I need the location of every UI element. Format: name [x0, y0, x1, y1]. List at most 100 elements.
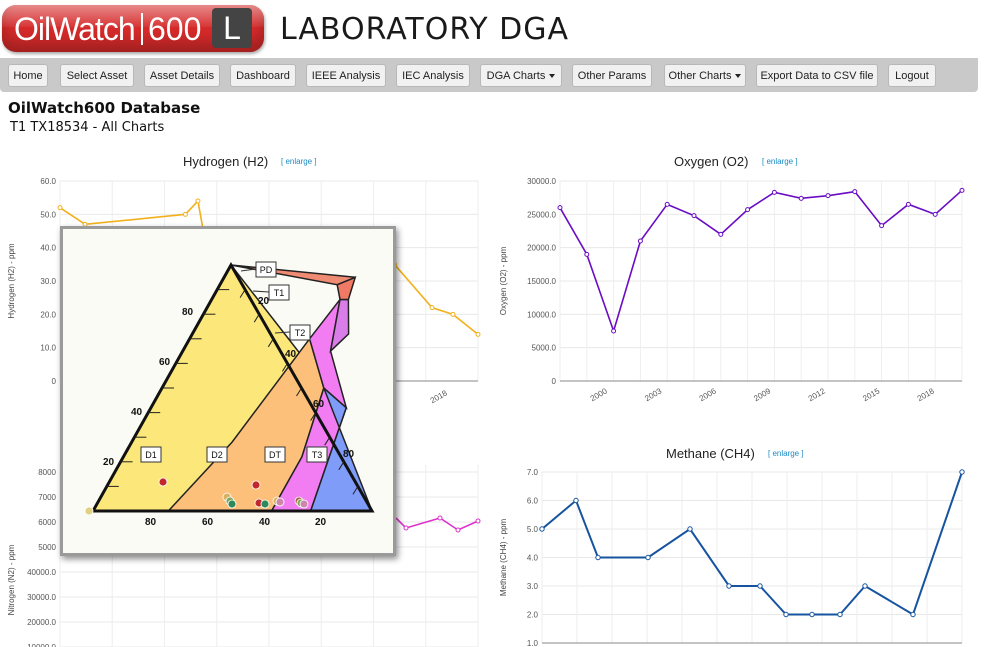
y-axis-label: Oxygen (O2) - ppm [499, 246, 508, 315]
oxygen-point [932, 211, 938, 217]
duval-triangle-popup[interactable]: 80 60 40 20 20 40 60 80 80 60 40 20 PD T1 T2 D1 D2 DT T3 [60, 226, 396, 556]
oxygen-point [611, 328, 617, 334]
t1-leader [252, 290, 270, 293]
x-tick-label: 2018 [429, 388, 449, 405]
y-tick-label: 2.0 [527, 611, 539, 620]
hydrogen-point [475, 331, 481, 337]
oxygen-point [664, 201, 670, 207]
y-tick-label: 30.0 [40, 277, 56, 286]
y-tick-label: 0 [552, 377, 557, 386]
methane-point [910, 611, 916, 618]
y-tick-label: 4.0 [527, 554, 539, 563]
right-tick [296, 387, 302, 397]
select-asset-button[interactable]: Select Asset [60, 64, 134, 87]
dashboard-button[interactable]: Dashboard [230, 64, 296, 87]
caret-down-icon [735, 73, 742, 78]
oxygen-point [798, 195, 804, 201]
logo-separator [141, 13, 143, 45]
oxygen-point [852, 189, 858, 195]
logo-number: 600 [148, 11, 202, 47]
oxygen-chart: 30000.0 25000.0 20000.0 15000.0 10000.0 5000.… [499, 177, 965, 403]
y-tick-label: 60.0 [40, 177, 56, 186]
hydrogen-point [429, 305, 435, 311]
right-tick [267, 338, 274, 348]
x-tick-label: 2018 [916, 386, 936, 403]
bottom-axis-tick: 40 [259, 517, 271, 528]
logo-brand: OilWatch [14, 11, 136, 47]
y-tick-label: 10000.0 [27, 643, 56, 647]
methane-enlarge-link[interactable]: [ enlarge ] [768, 449, 804, 458]
asset-subtitle: T1 TX18534 - All Charts [10, 120, 165, 135]
right-tick [281, 363, 288, 372]
right-tick [324, 436, 331, 446]
y-tick-label: 20000.0 [527, 244, 556, 253]
left-axis-tick: 80 [182, 307, 194, 318]
y-tick-label: 40000.0 [27, 568, 56, 577]
bottom-axis-tick: 80 [145, 517, 157, 528]
sample-point [299, 499, 309, 509]
sample-point [275, 497, 285, 507]
right-axis-tick: 80 [343, 449, 355, 460]
methane-point [837, 611, 843, 618]
right-axis-tick: 40 [285, 349, 297, 360]
sample-point [260, 499, 270, 509]
other-params-button[interactable]: Other Params [572, 64, 652, 87]
sample-point [84, 506, 94, 516]
oxygen-point [718, 231, 724, 237]
hydrogen-enlarge-link[interactable]: [ enlarge ] [281, 157, 317, 166]
oxygen-point [745, 207, 751, 213]
iec-analysis-button[interactable]: IEC Analysis [396, 64, 470, 87]
oxygen-point [557, 205, 563, 211]
logo-badge: L [212, 8, 252, 48]
nitrogen-point [403, 525, 409, 531]
y-tick-label: 7000 [38, 493, 56, 502]
left-axis-tick: 20 [103, 457, 115, 468]
nitrogen-point [475, 518, 481, 524]
oxygen-point [905, 201, 911, 207]
y-tick-label: 40.0 [40, 244, 56, 253]
zone-label-pd: PD [260, 265, 273, 275]
methane-point [539, 526, 545, 532]
y-tick-label: 50.0 [40, 210, 56, 219]
dga-charts-label: DGA Charts [486, 69, 546, 82]
methane-point [573, 497, 579, 504]
oxygen-point [879, 223, 885, 229]
methane-point [959, 469, 965, 475]
x-tick-label: 2009 [752, 386, 772, 403]
oxygen-point [771, 189, 777, 195]
oxygen-point [691, 213, 697, 219]
oxygen-point [959, 187, 965, 193]
methane-point [783, 611, 789, 618]
zone-dt-upper [308, 298, 348, 410]
x-tick-label: 2000 [589, 386, 609, 403]
methane-chart-title: Methane (CH4) [666, 446, 755, 461]
left-axis-tick: 40 [131, 407, 143, 418]
home-button[interactable]: Home [8, 64, 48, 87]
oxygen-enlarge-link[interactable]: [ enlarge ] [762, 157, 798, 166]
logo-gloss [2, 5, 264, 27]
methane-point [726, 583, 732, 589]
y-tick-label: 10000.0 [527, 310, 556, 319]
x-tick-label: 2003 [643, 386, 663, 403]
other-charts-dropdown[interactable]: Other Charts [664, 64, 746, 87]
methane-point [809, 611, 815, 618]
y-tick-label: 7.0 [527, 468, 539, 477]
ieee-analysis-button[interactable]: IEEE Analysis [306, 64, 386, 87]
right-tick [253, 313, 260, 323]
methane-point [862, 583, 868, 589]
methane-point [595, 554, 601, 561]
logout-button[interactable]: Logout [888, 64, 936, 87]
zone-label-d2: D2 [211, 450, 223, 460]
dga-charts-dropdown[interactable]: DGA Charts [480, 64, 562, 87]
y-tick-label: 5000 [38, 543, 56, 552]
asset-details-button[interactable]: Asset Details [144, 64, 220, 87]
oxygen-chart-title: Oxygen (O2) [674, 154, 749, 169]
y-axis-label: Nitrogen (N2) - ppm [7, 544, 16, 615]
methane-chart: 7.0 6.0 5.0 4.0 3.0 2.0 1.0 Methane (CH4) - ppm [499, 468, 965, 647]
zone-label-dt-box [264, 446, 286, 463]
oxygen-point [584, 251, 590, 257]
zone-label-t3-box [306, 446, 328, 463]
right-tick [352, 486, 359, 495]
export-csv-button[interactable]: Export Data to CSV file [756, 64, 878, 87]
right-axis-tick: 20 [258, 296, 270, 307]
